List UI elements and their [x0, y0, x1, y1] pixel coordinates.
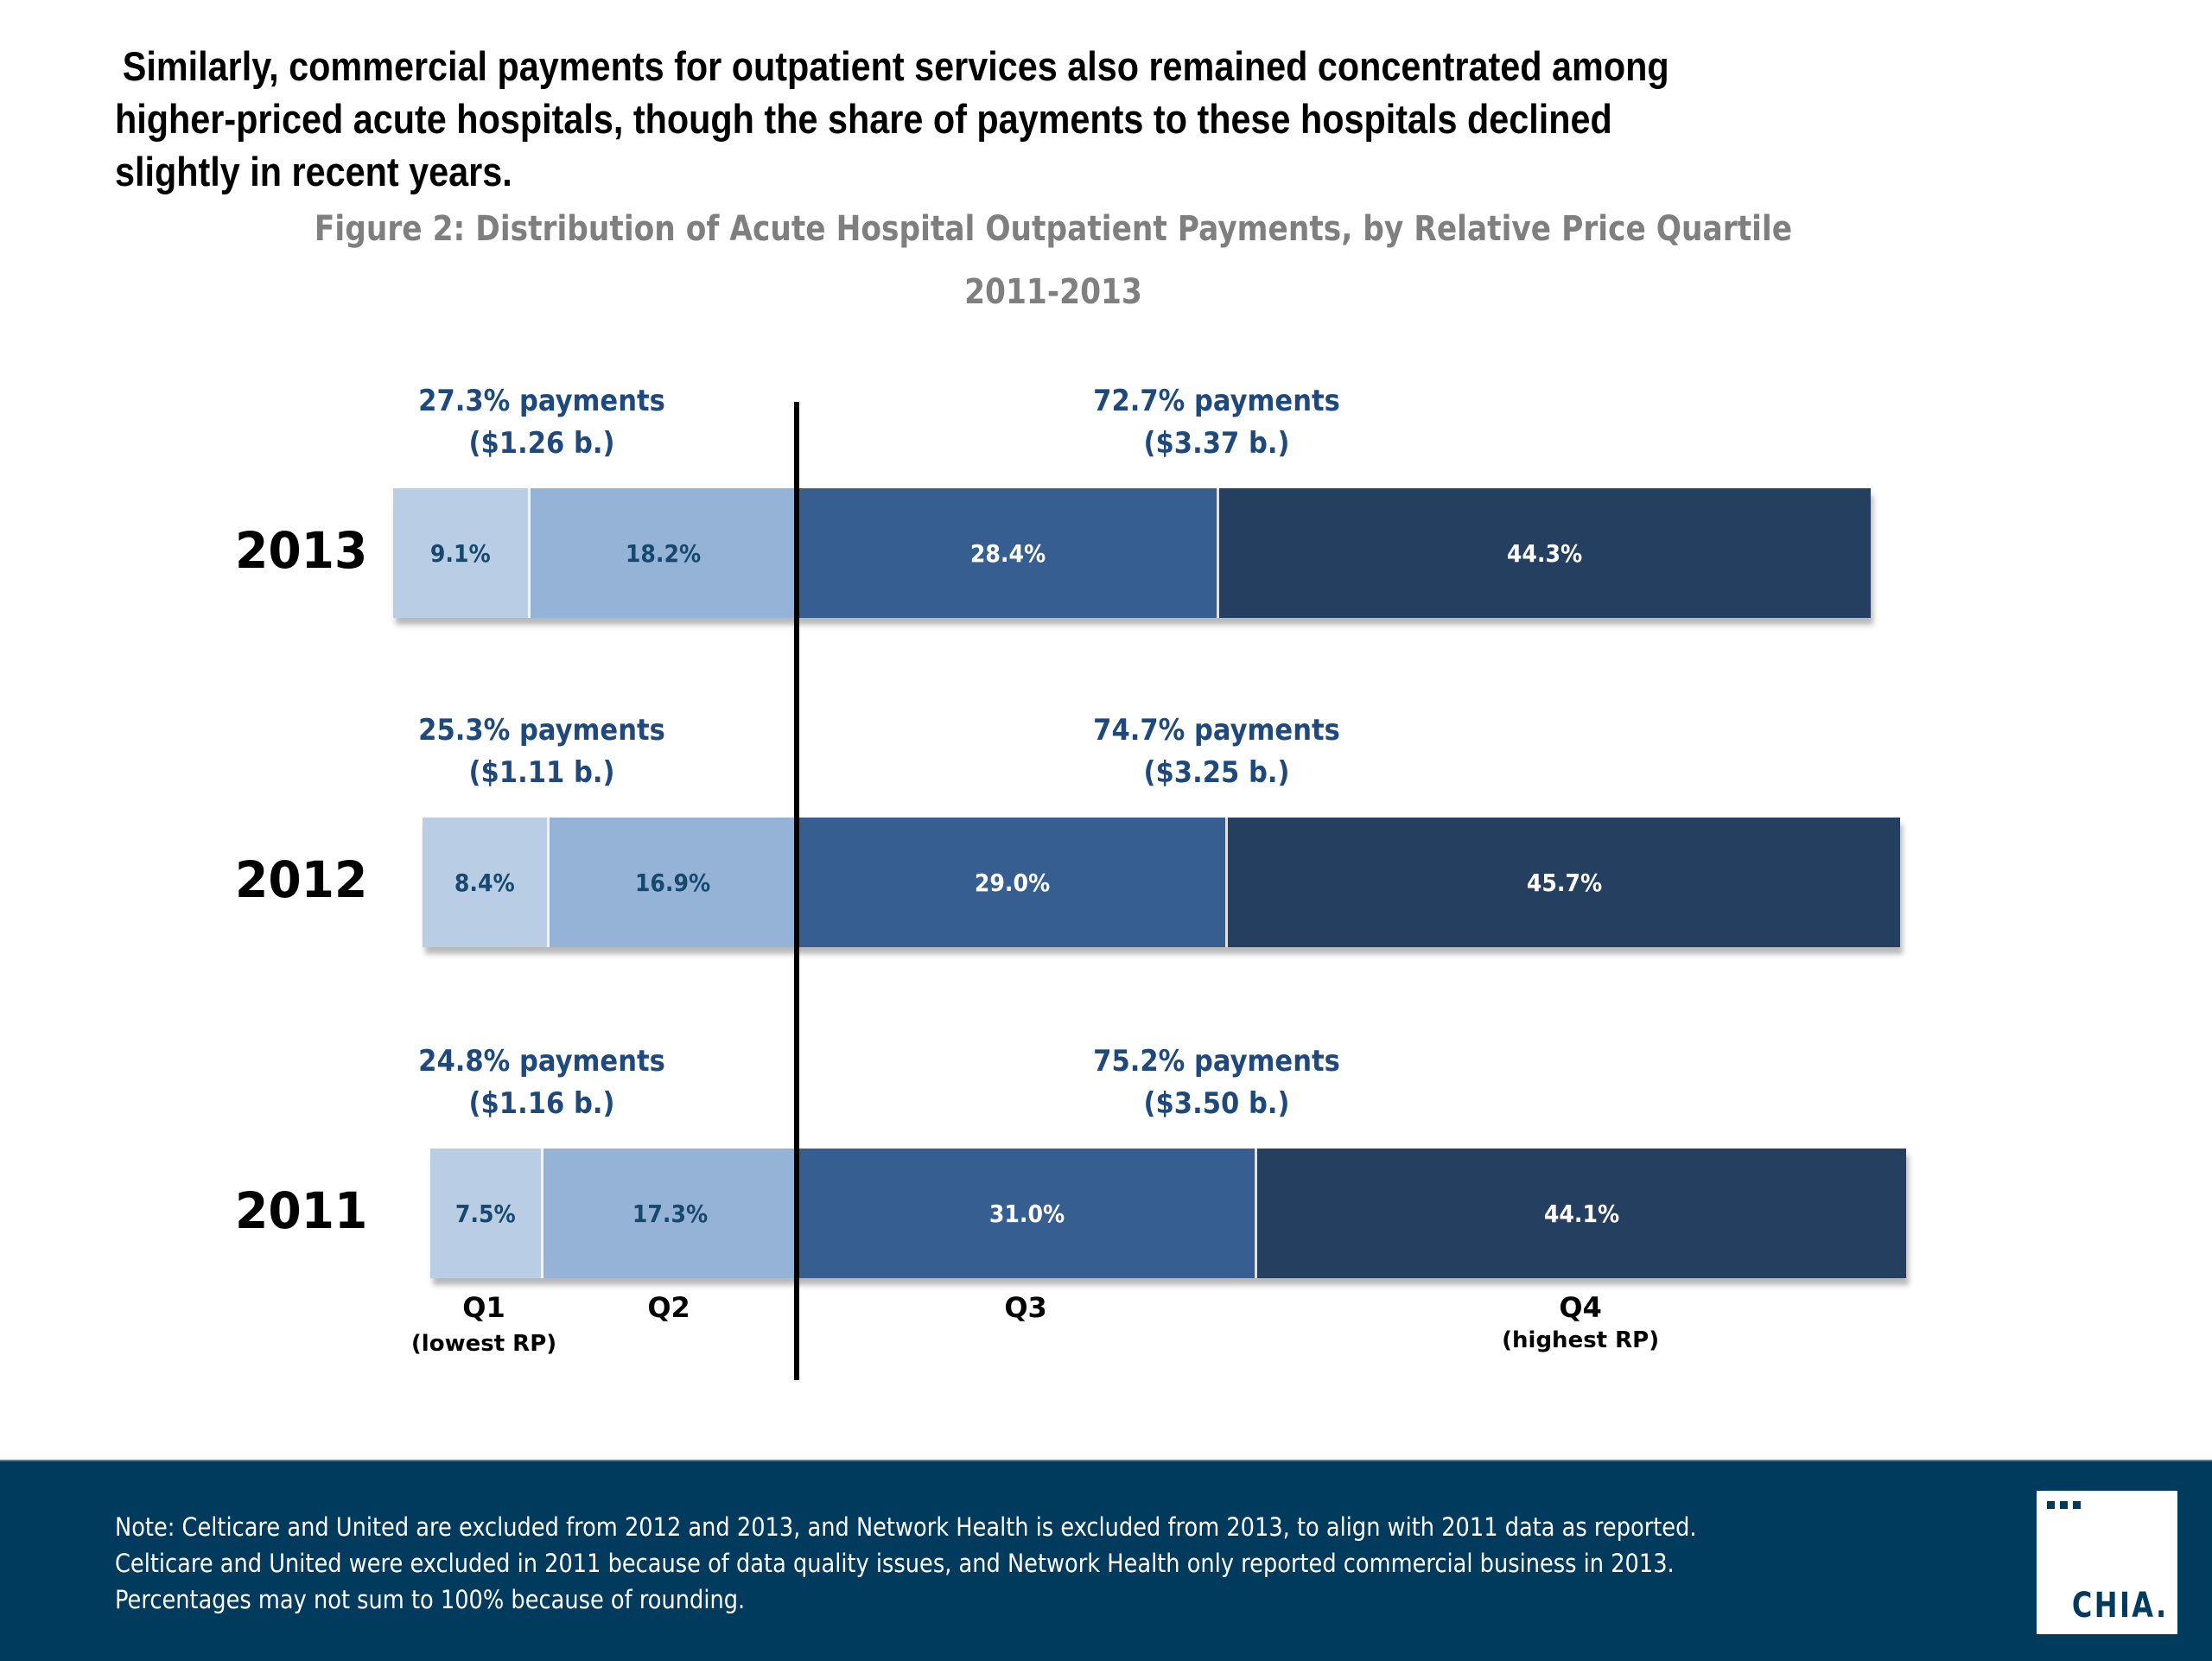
quartile-sublabel: (lowest RP) — [410, 1331, 557, 1357]
data-label: 29.0% — [974, 868, 1051, 897]
annotation-percent: 25.3% payments — [418, 713, 665, 748]
payment-share-annotation-high: 72.7% payments ($3.37 b.) — [1014, 380, 1419, 465]
annotation-percent: 72.7% payments — [1093, 384, 1340, 418]
bar-segment-q1: 9.1% — [393, 488, 528, 618]
quartile-name: Q1 — [462, 1291, 505, 1324]
data-label: 45.7% — [1526, 868, 1602, 897]
bar-segment-q4: 44.3% — [1216, 488, 1872, 618]
data-label: 7.5% — [455, 1199, 516, 1228]
year-label: 2012 — [235, 850, 368, 909]
payment-share-annotation-high: 75.2% payments ($3.50 b.) — [1014, 1041, 1419, 1125]
figure-subtitle: 2011-2013 — [964, 272, 1142, 312]
annotation-percent: 27.3% payments — [418, 384, 665, 418]
data-label: 31.0% — [988, 1199, 1065, 1228]
bar-segment-q1: 7.5% — [429, 1149, 542, 1278]
axis-label-q2: Q2 — [539, 1290, 798, 1325]
headline-line: slightly in recent years. — [115, 149, 512, 194]
bar-segment-q1: 8.4% — [423, 818, 547, 947]
bar-segment-q3: 28.4% — [796, 488, 1217, 618]
annotation-percent: 74.7% payments — [1093, 713, 1340, 748]
footer-banner: Note: Celticare and United are excluded … — [0, 1460, 2212, 1661]
annotation-amount: ($3.37 b.) — [1143, 426, 1290, 461]
chia-logo: CHIA. — [2037, 1491, 2177, 1634]
quartile-name: Q2 — [647, 1291, 690, 1324]
bar-2012: 8.4% 16.9% 29.0% 45.7% — [423, 818, 1901, 947]
bar-segment-q2: 17.3% — [541, 1149, 797, 1278]
headline: Similarly, commercial payments for outpa… — [115, 40, 2016, 198]
axis-label-q1: Q1 (lowest RP) — [354, 1290, 613, 1359]
stacked-bar-chart: 2013 27.3% payments ($1.26 b.) 72.7% paymen… — [235, 380, 1907, 1380]
payment-share-annotation-low: 25.3% payments ($1.11 b.) — [340, 710, 744, 794]
annotation-percent: 24.8% payments — [418, 1044, 665, 1079]
bar-segment-q2: 16.9% — [546, 818, 797, 947]
annotation-percent: 75.2% payments — [1093, 1044, 1340, 1079]
annotation-amount: ($1.26 b.) — [468, 426, 615, 461]
annotation-amount: ($3.50 b.) — [1143, 1086, 1290, 1121]
annotation-amount: ($3.25 b.) — [1143, 755, 1290, 790]
logo-dots-icon — [2047, 1501, 2081, 1509]
year-label: 2011 — [235, 1181, 368, 1240]
bar-segment-q3: 31.0% — [796, 1149, 1255, 1278]
year-label: 2013 — [235, 521, 368, 580]
data-label: 16.9% — [635, 868, 711, 897]
footnote: Note: Celticare and United are excluded … — [115, 1509, 1797, 1618]
data-label: 18.2% — [626, 538, 702, 568]
payment-share-annotation-high: 74.7% payments ($3.25 b.) — [1014, 710, 1419, 794]
data-label: 17.3% — [632, 1199, 709, 1228]
bar-segment-q2: 18.2% — [527, 488, 797, 618]
data-label: 8.4% — [454, 868, 516, 897]
footnote-line: Celticare and United were excluded in 20… — [115, 1549, 1675, 1578]
quartile-sublabel: (highest RP) — [1502, 1327, 1660, 1353]
footnote-line: Percentages may not sum to 100% because … — [115, 1585, 746, 1614]
axis-label-q3: Q3 — [896, 1290, 1155, 1325]
quartile-name: Q3 — [1004, 1291, 1047, 1324]
payment-share-annotation-low: 24.8% payments ($1.16 b.) — [340, 1041, 744, 1125]
logo-text: CHIA. — [2072, 1586, 2169, 1626]
axis-label-q4: Q4 (highest RP) — [1451, 1290, 1710, 1356]
bar-segment-q3: 29.0% — [796, 818, 1225, 947]
figure-title: Figure 2: Distribution of Acute Hospital… — [314, 209, 1793, 249]
annotation-amount: ($1.11 b.) — [468, 755, 615, 790]
bar-segment-q4: 45.7% — [1224, 818, 1901, 947]
footnote-line: Note: Celticare and United are excluded … — [115, 1512, 1697, 1542]
divider-line — [794, 402, 799, 1380]
headline-line: Similarly, commercial payments for outpa… — [122, 43, 1669, 89]
data-label: 44.1% — [1543, 1199, 1620, 1228]
quartile-name: Q4 — [1559, 1291, 1602, 1324]
bar-2013: 9.1% 18.2% 28.4% 44.3% — [393, 488, 1872, 618]
data-label: 9.1% — [430, 538, 491, 568]
data-label: 28.4% — [969, 538, 1046, 568]
payment-share-annotation-low: 27.3% payments ($1.26 b.) — [340, 380, 744, 465]
bar-2011: 7.5% 17.3% 31.0% 44.1% — [429, 1149, 1907, 1278]
data-label: 44.3% — [1507, 538, 1583, 568]
bar-segment-q4: 44.1% — [1255, 1149, 1907, 1278]
annotation-amount: ($1.16 b.) — [468, 1086, 615, 1121]
headline-line: higher-priced acute hospitals, though th… — [115, 96, 1612, 142]
